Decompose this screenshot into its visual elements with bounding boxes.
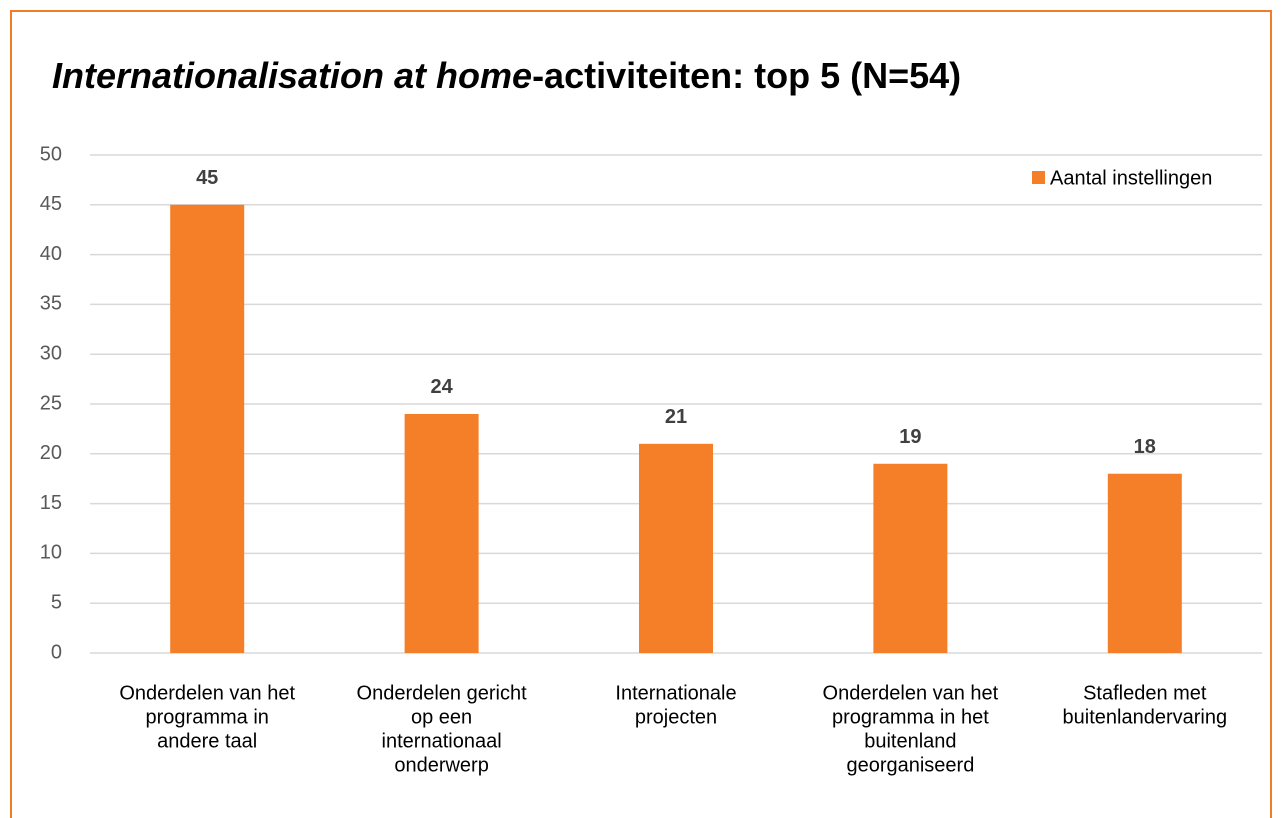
x-tick-label: Onderdelen van het (119, 682, 295, 704)
legend-swatch (1032, 171, 1045, 184)
legend-label: Aantal instellingen (1050, 167, 1212, 189)
bar (170, 204, 245, 654)
y-tick-label: 30 (40, 342, 62, 364)
y-tick-label: 40 (40, 243, 62, 265)
x-tick-label: georganiseerd (846, 754, 974, 776)
title-italic: Internationalisation at home (52, 55, 532, 96)
x-tick-label: Onderdelen van het (823, 682, 999, 704)
y-tick-label: 5 (51, 591, 62, 613)
data-label: 21 (665, 406, 687, 428)
x-tick-label: op een (411, 706, 472, 728)
data-label: 18 (1134, 436, 1156, 458)
x-tick-label: internationaal (382, 730, 502, 752)
x-tick-label: Stafleden met (1083, 682, 1207, 704)
chart-title: Internationalisation at home-activiteite… (52, 55, 961, 96)
x-tick-label: Onderdelen gericht (357, 682, 528, 704)
data-label: 19 (899, 426, 921, 448)
y-tick-label: 0 (51, 641, 62, 663)
y-tick-label: 35 (40, 293, 62, 315)
y-tick-label: 50 (40, 143, 62, 165)
x-tick-label: programma in het (832, 706, 989, 728)
x-tick-label: buitenland (864, 730, 956, 752)
bar (404, 413, 479, 653)
data-label: 45 (196, 167, 218, 189)
bar (873, 463, 948, 653)
bar (1107, 473, 1182, 653)
bar (639, 443, 713, 653)
x-tick-label: Internationale (615, 682, 736, 704)
x-tick-label: projecten (635, 706, 717, 728)
y-tick-label: 45 (40, 193, 62, 215)
data-label: 24 (430, 376, 453, 398)
y-tick-label: 20 (40, 442, 62, 464)
x-tick-label: onderwerp (394, 754, 489, 776)
y-tick-label: 10 (40, 542, 62, 564)
y-tick-label: 25 (40, 392, 62, 414)
x-tick-label: andere taal (157, 730, 257, 752)
x-tick-label: buitenlandervaring (1063, 706, 1228, 728)
y-tick-label: 15 (40, 492, 62, 514)
x-tick-label: programma in (146, 706, 269, 728)
title-rest: -activiteiten: top 5 (N=54) (532, 55, 961, 96)
